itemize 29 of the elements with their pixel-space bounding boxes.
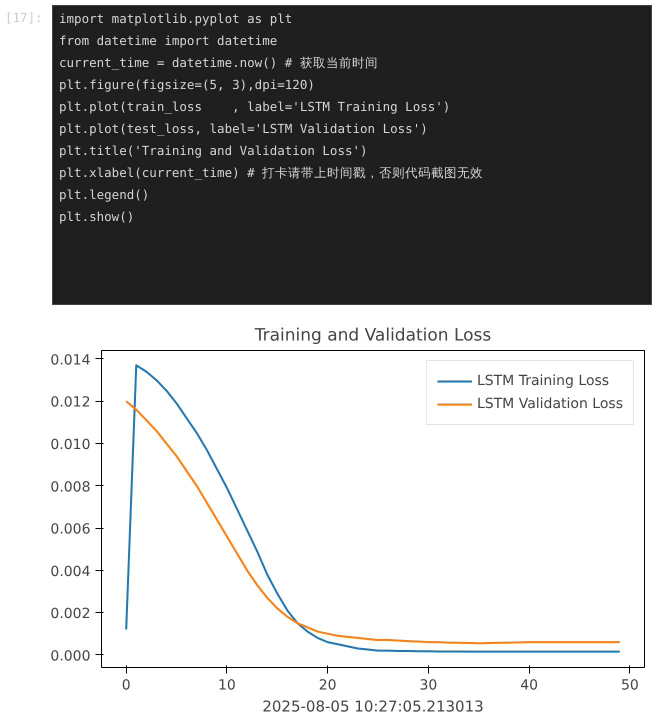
text: plt.show()	[59, 209, 134, 224]
line-series	[125, 364, 621, 653]
legend-label: LSTM Training Loss	[476, 373, 610, 389]
x-tick-label: 30	[420, 678, 438, 694]
text: plt.legend()	[59, 187, 150, 202]
x-axis-title: 2025-08-05 10:27:05.213013	[262, 698, 484, 716]
x-tick-label: 50	[620, 678, 639, 694]
y-tick-label: 0.004	[50, 564, 91, 580]
chart-title: Training and Validation Loss	[254, 326, 492, 346]
text: plt.title('Training and Validation Loss')	[59, 143, 368, 158]
y-tick-label: 0.002	[50, 606, 91, 622]
y-tick-label: 0.008	[50, 479, 91, 496]
text: plt.xlabel(current_time) # 打卡请带上时间戳，否则代码截图无效	[59, 165, 484, 180]
x-tick-label: 0	[122, 678, 131, 694]
y-tick-label: 0.000	[50, 648, 91, 664]
text: plt.figure(figsize=(5, 3),dpi=120)	[59, 77, 315, 92]
x-tick-label: 40	[520, 678, 538, 694]
text: current_time = datetime.now() # 获取当前时间	[59, 55, 378, 70]
text: plt.plot(train_loss , label='LSTM Training Loss')	[59, 99, 450, 114]
y-tick-label: 0.010	[50, 436, 91, 453]
y-tick-label: 0.014	[50, 352, 91, 368]
text: from datetime import datetime	[59, 33, 278, 48]
x-tick-label: 20	[318, 678, 337, 694]
text: plt.plot(test_loss, label='LSTM Validation Loss')	[59, 121, 428, 136]
y-tick-label: 0.006	[50, 522, 91, 538]
x-tick-label: 10	[218, 678, 236, 694]
y-tick-label: 0.012	[50, 394, 91, 411]
legend-label: LSTM Validation Loss	[476, 396, 623, 412]
text: import matplotlib.pyplot as plt	[59, 11, 292, 26]
